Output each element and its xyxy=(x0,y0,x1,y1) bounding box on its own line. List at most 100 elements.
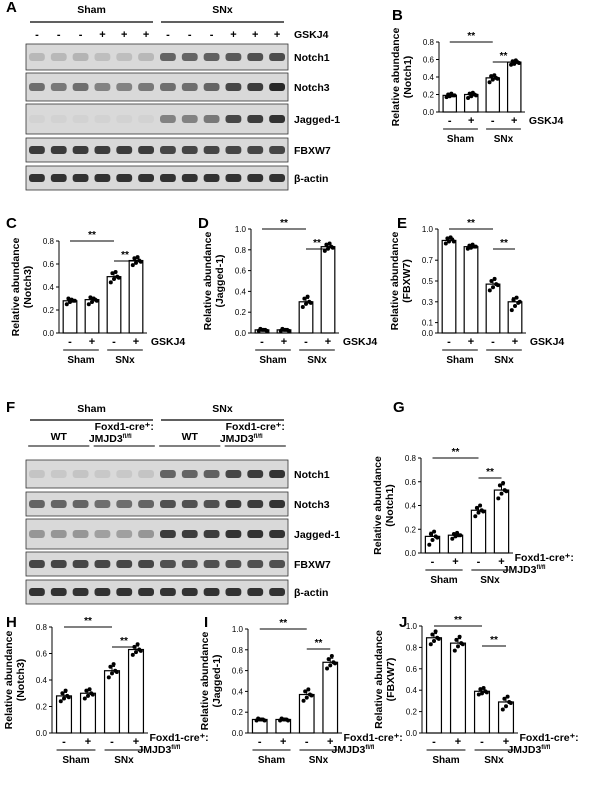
blot-band xyxy=(50,174,67,182)
blot-band xyxy=(269,83,285,91)
significance-label: ** xyxy=(486,467,494,478)
blot-band xyxy=(116,470,133,478)
data-point xyxy=(66,296,71,301)
x-tick-label: - xyxy=(110,736,114,748)
blot-band xyxy=(203,560,220,568)
blot-band xyxy=(269,560,285,568)
blot-band xyxy=(138,560,154,568)
y-tick-label: 0.8 xyxy=(406,643,418,652)
blot-band xyxy=(269,174,285,182)
data-point xyxy=(430,632,435,637)
treatment-label-2: JMJD3fl/fl xyxy=(503,564,546,576)
y-tick-label: 0.6 xyxy=(423,56,435,65)
treatment-label: GSKJ4 xyxy=(343,336,378,348)
data-point xyxy=(309,693,314,698)
data-point xyxy=(262,718,267,723)
blot-band-label: β-actin xyxy=(294,587,328,599)
data-point xyxy=(504,489,509,494)
blot-band xyxy=(203,500,220,508)
blot-band xyxy=(181,53,198,61)
blot-band-label: Notch1 xyxy=(294,469,330,481)
y-tick-label: 0.8 xyxy=(423,38,435,47)
data-point xyxy=(324,242,329,247)
blot-band xyxy=(247,560,264,568)
data-point xyxy=(481,509,486,514)
panel-letter-e: E xyxy=(397,215,407,232)
blot-band xyxy=(138,588,154,596)
blot-band xyxy=(160,500,176,508)
data-point xyxy=(449,91,454,96)
y-tick-label: 0.2 xyxy=(36,703,48,712)
y-axis-label: Relative abundance xyxy=(373,630,385,729)
y-tick-label: 0.3 xyxy=(422,298,434,307)
blot-band xyxy=(138,500,154,508)
data-point xyxy=(470,90,475,95)
blot-band xyxy=(225,146,242,154)
data-point xyxy=(84,688,89,693)
blot-band xyxy=(138,174,154,182)
data-point xyxy=(306,687,311,692)
bar xyxy=(463,246,479,334)
blot-band xyxy=(225,530,242,538)
data-point xyxy=(433,629,438,634)
treatment-label: GSKJ4 xyxy=(529,115,564,127)
blot-band xyxy=(138,83,154,91)
data-point xyxy=(478,503,483,508)
blot-subgroup-label: WT xyxy=(182,431,199,443)
blot-treatment-sign: - xyxy=(57,29,61,41)
blot-band-label: Notch3 xyxy=(294,82,330,94)
blot-subgroup-label2: JMJD3fl/fl xyxy=(220,433,263,445)
blot-band xyxy=(181,588,198,596)
y-axis-label: Relative abundance xyxy=(202,232,214,331)
data-point xyxy=(487,288,492,293)
data-point xyxy=(474,93,479,98)
blot-strip xyxy=(25,43,289,71)
y-tick-label: 0.0 xyxy=(36,729,48,738)
blot-band xyxy=(72,146,89,154)
blot-band xyxy=(203,146,220,154)
blot-band xyxy=(50,83,67,91)
x-tick-label: + xyxy=(455,736,461,748)
y-tick-label: 0.6 xyxy=(232,667,244,676)
blot-strip xyxy=(25,103,289,135)
data-point xyxy=(466,96,471,100)
treatment-label: GSKJ4 xyxy=(151,336,186,348)
blot-band xyxy=(225,588,242,596)
y-axis-label-group: Relative abundance (Notch1) xyxy=(390,28,414,127)
data-point xyxy=(261,327,266,332)
blot-band xyxy=(247,500,264,508)
data-point xyxy=(428,532,433,536)
blot-band xyxy=(138,146,154,154)
data-point xyxy=(305,294,310,299)
blot-band xyxy=(29,530,45,538)
bar xyxy=(55,695,73,734)
y-axis-label-sub: (FBXW7) xyxy=(401,259,413,303)
blot-band-label: Jagged-1 xyxy=(294,529,340,541)
data-point xyxy=(445,236,450,241)
significance-label: ** xyxy=(490,635,498,646)
data-point xyxy=(427,542,432,547)
data-point xyxy=(326,657,331,662)
x-tick-label: - xyxy=(491,115,495,127)
y-tick-label: 0.2 xyxy=(235,308,247,317)
blot-band xyxy=(247,83,264,91)
data-point xyxy=(447,239,451,244)
data-point xyxy=(90,299,94,304)
x-tick-label: - xyxy=(448,115,452,127)
blot-band xyxy=(225,115,242,123)
data-point xyxy=(72,298,77,303)
data-point xyxy=(517,299,522,304)
y-tick-label: 0.4 xyxy=(406,686,418,695)
data-point xyxy=(60,691,65,696)
data-point xyxy=(322,248,327,253)
blot-band xyxy=(29,53,45,61)
blot-group-label: Sham xyxy=(77,4,106,16)
y-tick-label: 0.0 xyxy=(423,108,435,117)
treatment-label-2: JMJD3fl/fl xyxy=(332,744,375,756)
data-point xyxy=(116,275,121,280)
blot-band xyxy=(116,560,133,568)
blot-band xyxy=(181,560,198,568)
data-point xyxy=(113,270,118,275)
x-tick-label: - xyxy=(491,336,495,348)
